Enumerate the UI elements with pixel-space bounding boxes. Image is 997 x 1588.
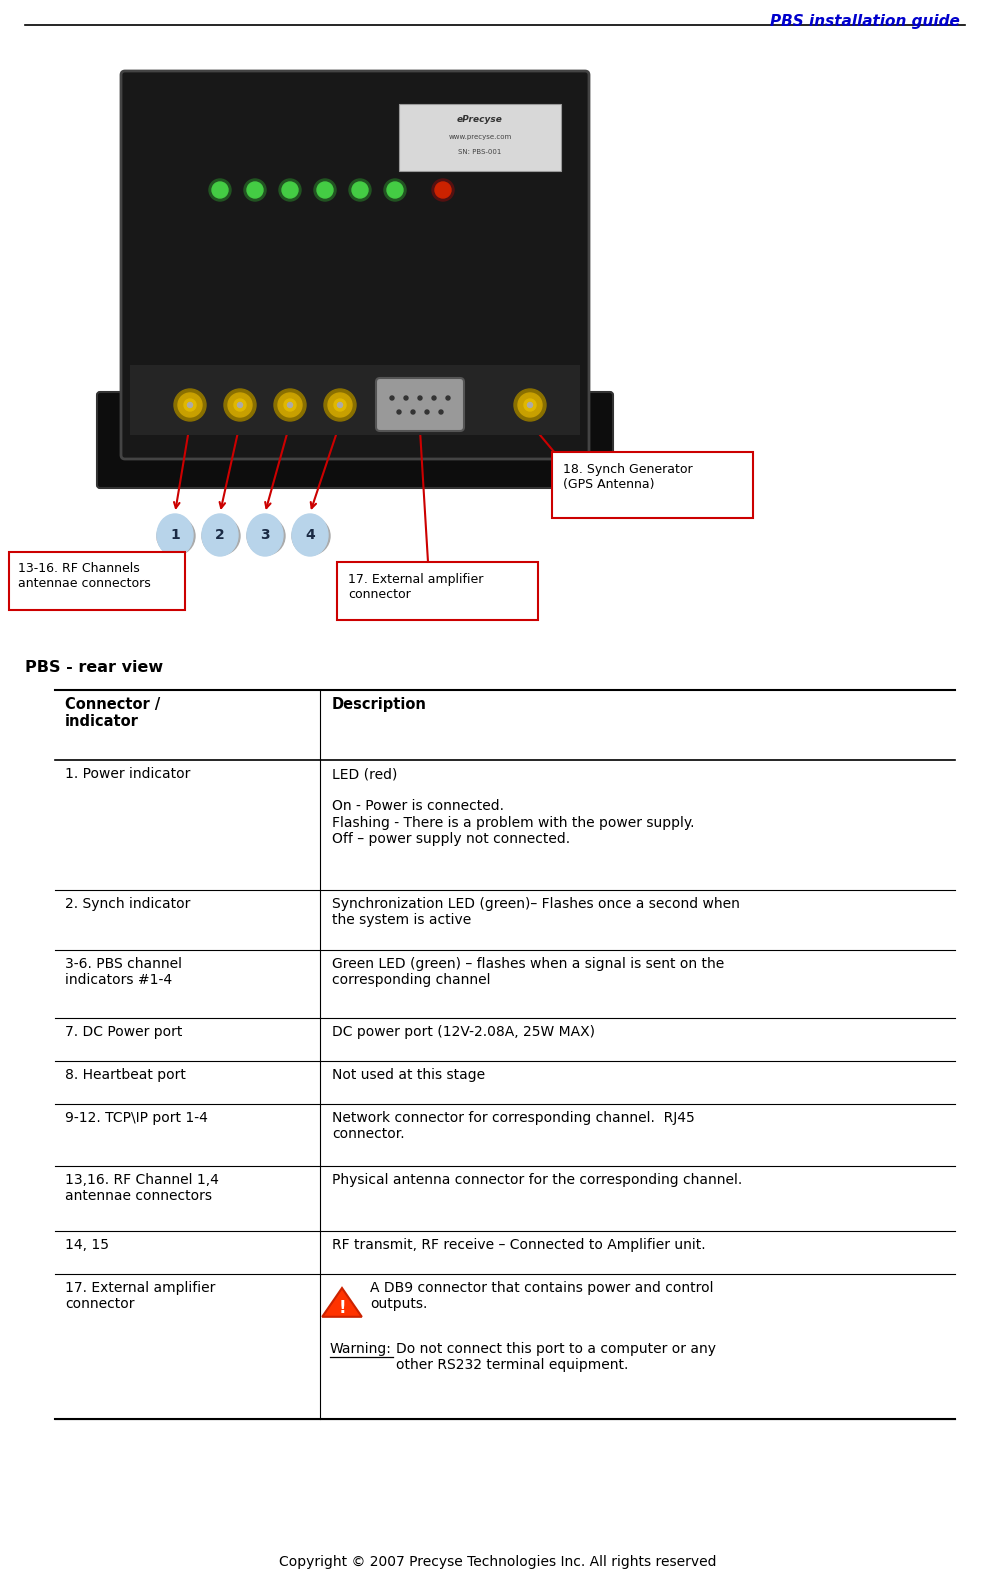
Circle shape [278, 392, 302, 418]
Circle shape [435, 183, 451, 198]
Text: 13,16. RF Channel 1,4
antennae connectors: 13,16. RF Channel 1,4 antennae connector… [65, 1174, 219, 1204]
Circle shape [234, 399, 246, 411]
Circle shape [411, 410, 415, 414]
Text: SN: PBS-001: SN: PBS-001 [459, 149, 501, 156]
Circle shape [247, 183, 263, 198]
Circle shape [209, 179, 231, 202]
Circle shape [328, 392, 352, 418]
Text: PBS installation guide: PBS installation guide [770, 14, 960, 29]
Circle shape [349, 179, 371, 202]
Circle shape [518, 392, 542, 418]
Circle shape [174, 389, 206, 421]
Text: A DB9 connector that contains power and control
outputs.: A DB9 connector that contains power and … [370, 1282, 714, 1312]
Text: 3: 3 [260, 527, 270, 542]
Ellipse shape [157, 515, 193, 556]
Circle shape [202, 518, 240, 554]
Circle shape [157, 518, 195, 554]
Circle shape [187, 402, 192, 408]
Text: Copyright © 2007 Precyse Technologies Inc. All rights reserved: Copyright © 2007 Precyse Technologies In… [279, 1555, 717, 1569]
Text: RF transmit, RF receive – Connected to Amplifier unit.: RF transmit, RF receive – Connected to A… [332, 1239, 706, 1251]
Circle shape [514, 389, 546, 421]
Circle shape [287, 402, 292, 408]
Text: ePrecyse: ePrecyse [457, 116, 502, 124]
Text: 7. DC Power port: 7. DC Power port [65, 1024, 182, 1039]
Ellipse shape [202, 515, 238, 556]
Text: 1: 1 [170, 527, 179, 542]
Text: Synchronization LED (green)– Flashes once a second when
the system is active: Synchronization LED (green)– Flashes onc… [332, 897, 740, 927]
Circle shape [274, 389, 306, 421]
Text: 13-16. RF Channels
antennae connectors: 13-16. RF Channels antennae connectors [18, 562, 151, 591]
Text: 8. Heartbeat port: 8. Heartbeat port [65, 1069, 185, 1081]
Text: Green LED (green) – flashes when a signal is sent on the
corresponding channel: Green LED (green) – flashes when a signa… [332, 958, 724, 988]
Circle shape [425, 410, 429, 414]
Circle shape [527, 402, 532, 408]
Circle shape [237, 402, 242, 408]
Text: Do not connect this port to a computer or any
other RS232 terminal equipment.: Do not connect this port to a computer o… [396, 1342, 716, 1372]
Circle shape [247, 518, 285, 554]
Text: 2. Synch indicator: 2. Synch indicator [65, 897, 190, 912]
Circle shape [432, 395, 436, 400]
Circle shape [352, 183, 368, 198]
Circle shape [324, 389, 356, 421]
Text: DC power port (12V-2.08A, 25W MAX): DC power port (12V-2.08A, 25W MAX) [332, 1024, 595, 1039]
Text: Not used at this stage: Not used at this stage [332, 1069, 486, 1081]
Text: Network connector for corresponding channel.  RJ45
connector.: Network connector for corresponding chan… [332, 1112, 695, 1142]
Circle shape [228, 392, 252, 418]
Circle shape [418, 395, 422, 400]
Circle shape [184, 399, 196, 411]
Text: Physical antenna connector for the corresponding channel.: Physical antenna connector for the corre… [332, 1174, 742, 1186]
Circle shape [284, 399, 296, 411]
Circle shape [212, 183, 228, 198]
Circle shape [314, 179, 336, 202]
Text: Connector /
indicator: Connector / indicator [65, 697, 161, 729]
Text: www.precyse.com: www.precyse.com [449, 133, 511, 140]
Text: 9-12. TCP\IP port 1-4: 9-12. TCP\IP port 1-4 [65, 1112, 208, 1124]
FancyBboxPatch shape [130, 365, 580, 435]
Circle shape [338, 402, 343, 408]
Text: 1. Power indicator: 1. Power indicator [65, 767, 190, 781]
Text: !: ! [338, 1299, 346, 1316]
Circle shape [282, 183, 298, 198]
Text: 4: 4 [305, 527, 315, 542]
Circle shape [292, 518, 330, 554]
Circle shape [384, 179, 406, 202]
Circle shape [387, 183, 403, 198]
Circle shape [317, 183, 333, 198]
Circle shape [279, 179, 301, 202]
FancyBboxPatch shape [552, 453, 753, 518]
Text: 14, 15: 14, 15 [65, 1239, 109, 1251]
Text: Warning:: Warning: [330, 1342, 392, 1356]
FancyBboxPatch shape [121, 71, 589, 459]
Circle shape [439, 410, 443, 414]
Text: PBS - rear view: PBS - rear view [25, 661, 164, 675]
Text: LED (red)

On - Power is connected.
Flashing - There is a problem with the power: LED (red) On - Power is connected. Flash… [332, 767, 695, 846]
Text: 17. External amplifier
connector: 17. External amplifier connector [65, 1282, 215, 1312]
Circle shape [224, 389, 256, 421]
Text: 17. External amplifier
connector: 17. External amplifier connector [348, 573, 484, 600]
Text: 18. Synch Generator
(GPS Antenna): 18. Synch Generator (GPS Antenna) [563, 464, 693, 491]
Text: 2: 2 [215, 527, 225, 542]
FancyBboxPatch shape [337, 562, 538, 619]
Polygon shape [322, 1288, 362, 1316]
FancyBboxPatch shape [399, 103, 561, 172]
FancyBboxPatch shape [9, 553, 185, 610]
Circle shape [404, 395, 408, 400]
Circle shape [244, 179, 266, 202]
Circle shape [178, 392, 202, 418]
FancyBboxPatch shape [97, 392, 613, 488]
Ellipse shape [292, 515, 328, 556]
Text: 3-6. PBS channel
indicators #1-4: 3-6. PBS channel indicators #1-4 [65, 958, 182, 988]
Circle shape [397, 410, 401, 414]
Ellipse shape [247, 515, 283, 556]
Circle shape [334, 399, 346, 411]
FancyBboxPatch shape [376, 378, 464, 430]
Circle shape [524, 399, 536, 411]
Circle shape [432, 179, 454, 202]
Text: Description: Description [332, 697, 427, 711]
Circle shape [446, 395, 450, 400]
Circle shape [390, 395, 394, 400]
